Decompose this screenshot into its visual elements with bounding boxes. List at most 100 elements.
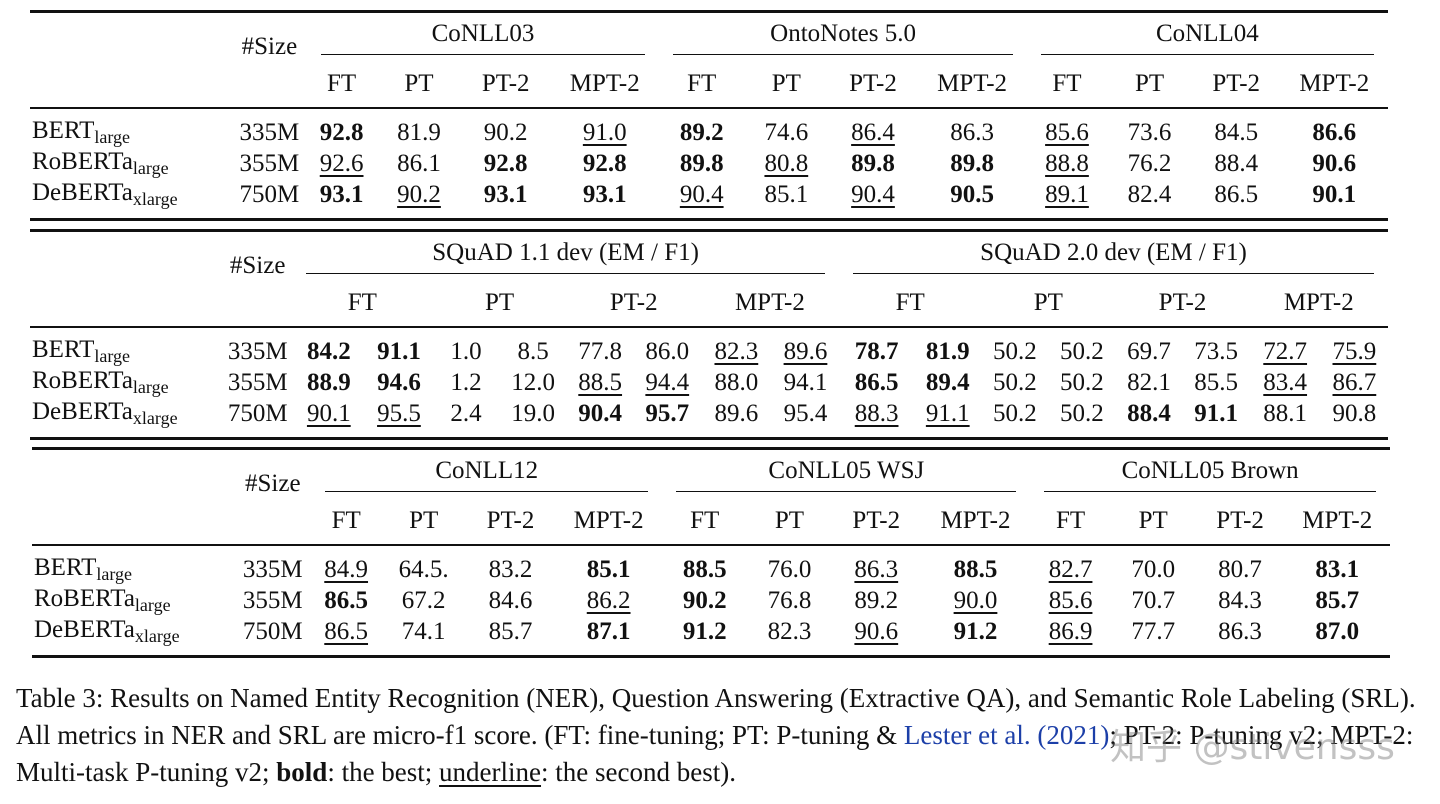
method-header: PT-2 <box>828 61 918 109</box>
method-header: PT-2 <box>466 498 555 546</box>
score-cell: 90.4 <box>851 180 895 208</box>
score-cell: 91.1 <box>925 399 970 427</box>
size-header: #Size <box>229 252 286 279</box>
model-name: BERTlarge <box>34 554 133 584</box>
score-cell: 89.8 <box>679 149 724 177</box>
score-cell: 90.8 <box>1332 399 1377 427</box>
score-cell: 83.2 <box>488 555 533 583</box>
caption-text: : the second best). <box>541 757 736 787</box>
score-cell: 83.1 <box>1315 555 1360 583</box>
score-cell: 80.7 <box>1218 555 1262 583</box>
model-size: 335M <box>239 118 300 146</box>
method-header: PT-2 <box>461 61 551 109</box>
score-cell: 84.9 <box>324 555 369 583</box>
caption-bold-word: bold <box>276 757 328 787</box>
method-header: MPT-2 <box>1284 498 1390 546</box>
score-cell: 78.7 <box>854 337 899 365</box>
method-header: FT <box>311 498 382 546</box>
score-cell: 88.4 <box>1214 149 1259 177</box>
model-name: RoBERTalarge <box>32 148 169 178</box>
score-cell: 50.2 <box>1060 337 1104 365</box>
caption-text: : the best; <box>327 757 440 787</box>
score-cell: 84.5 <box>1214 118 1259 146</box>
group-header: CoNLL12 <box>311 449 662 499</box>
qa-results-table: #Size SQuAD 1.1 dev (EM / F1) SQuAD 2.0 … <box>30 229 1388 440</box>
score-cell: 80.8 <box>764 149 809 177</box>
score-cell: 50.2 <box>1060 368 1104 396</box>
score-cell: 86.3 <box>854 555 899 583</box>
score-cell: 93.1 <box>319 180 364 208</box>
score-cell: 86.5 <box>324 617 369 645</box>
score-cell: 91.1 <box>1194 399 1238 427</box>
method-header: PT <box>376 61 462 109</box>
score-cell: 8.5 <box>517 337 549 365</box>
method-header: MPT-2 <box>1280 61 1388 109</box>
method-header: PT-2 <box>831 498 921 546</box>
score-cell: 85.6 <box>1048 586 1093 614</box>
score-cell: 89.4 <box>925 368 970 396</box>
method-header: MPT-2 <box>917 61 1027 109</box>
citation-link[interactable]: Lester et al. (2021) <box>903 720 1110 750</box>
score-cell: 89.6 <box>714 399 759 427</box>
caption-text: ; PT-2: P-tuning v2; MPT-2: Multi-task P… <box>16 720 1414 787</box>
table-body: BERTlarge 335M 84.9 64.5. 83.2 85.1 88.5 76.0 86… <box>32 545 1390 657</box>
table-row: DeBERTaxlarge 750M 90.1 95.5 2.4 19.0 90.4 95.7… <box>30 398 1388 439</box>
score-cell: 84.6 <box>488 586 533 614</box>
score-cell: 19.0 <box>511 399 555 427</box>
method-header: FT <box>662 498 748 546</box>
score-cell: 92.8 <box>319 118 364 146</box>
size-header: #Size <box>245 470 301 497</box>
model-size: 335M <box>242 555 303 583</box>
score-cell: 70.0 <box>1131 555 1176 583</box>
method-header-row: FT PT PT-2 MPT-2 FT PT PT-2 MPT-2 FT PT PT-2 MPT-2 <box>32 498 1390 546</box>
score-cell: 12.0 <box>511 368 555 396</box>
score-cell: 86.5 <box>1214 180 1259 208</box>
score-cell: 90.6 <box>1312 149 1357 177</box>
score-cell: 90.0 <box>953 586 998 614</box>
corner-cell <box>30 61 233 109</box>
model-size: 335M <box>227 337 288 365</box>
score-cell: 85.6 <box>1045 118 1089 146</box>
caption-text: Table 3: Results on Named Entity Recogni… <box>16 683 1416 750</box>
score-cell: 88.5 <box>953 555 998 583</box>
score-cell: 92.8 <box>483 149 528 177</box>
score-cell: 84.3 <box>1218 586 1262 614</box>
score-cell: 86.9 <box>1048 617 1093 645</box>
method-header: PT-2 <box>1195 498 1285 546</box>
group-header: CoNLL04 <box>1027 12 1388 62</box>
table-row: RoBERTalarge 355M 92.6 86.1 92.8 92.8 89.8 80.8… <box>30 148 1388 179</box>
score-cell: 67.2 <box>401 586 446 614</box>
score-cell: 69.7 <box>1127 337 1171 365</box>
score-cell: 88.0 <box>714 368 759 396</box>
table-row: DeBERTaxlarge 750M 93.1 90.2 93.1 93.1 90.4 85.… <box>30 179 1388 220</box>
score-cell: 88.4 <box>1127 399 1171 427</box>
score-cell: 82.1 <box>1127 368 1171 396</box>
corner-cell <box>223 280 293 328</box>
score-cell: 90.1 <box>1312 180 1357 208</box>
score-cell: 82.3 <box>767 617 812 645</box>
score-cell: 94.6 <box>377 368 421 396</box>
score-cell: 86.3 <box>1218 617 1262 645</box>
score-cell: 91.1 <box>377 337 421 365</box>
method-header-row: FT PT PT-2 MPT-2 FT PT PT-2 MPT-2 <box>30 280 1388 328</box>
score-cell: 86.5 <box>324 586 369 614</box>
score-cell: 94.4 <box>645 368 690 396</box>
table-body: BERTlarge 335M 92.8 81.9 90.2 91.0 89.2 74.6 86.… <box>30 108 1388 220</box>
method-header: PT <box>381 498 467 546</box>
method-header: FT <box>306 61 377 109</box>
score-cell: 89.8 <box>851 149 895 177</box>
score-cell: 94.1 <box>783 368 828 396</box>
score-cell: 85.5 <box>1194 368 1238 396</box>
score-cell: 86.2 <box>586 586 631 614</box>
score-cell: 90.4 <box>679 180 724 208</box>
score-cell: 87.1 <box>586 617 631 645</box>
corner-cell <box>32 449 235 499</box>
score-cell: 70.7 <box>1131 586 1176 614</box>
score-cell: 87.0 <box>1315 617 1360 645</box>
score-cell: 82.4 <box>1127 180 1172 208</box>
table-caption: Table 3: Results on Named Entity Recogni… <box>16 680 1421 791</box>
score-cell: 86.6 <box>1312 118 1357 146</box>
method-header: PT-2 <box>1191 61 1281 109</box>
method-header: FT <box>659 61 745 109</box>
caption-underline-word: underline <box>439 757 542 787</box>
